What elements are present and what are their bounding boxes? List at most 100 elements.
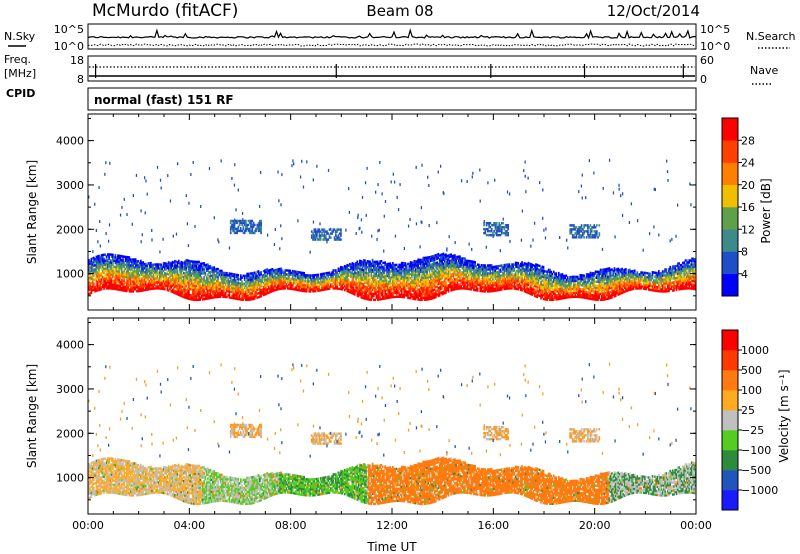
power-cell — [164, 266, 166, 269]
power-cell — [224, 287, 227, 291]
power-cell — [405, 280, 408, 283]
power-cell — [517, 286, 520, 289]
power-cell — [313, 274, 316, 277]
power-cell — [276, 288, 279, 291]
power-cell — [435, 285, 437, 289]
power-cell — [332, 285, 335, 288]
power-cell — [90, 289, 93, 293]
power-cell — [400, 269, 403, 273]
power-cell — [200, 272, 203, 275]
power-cell — [215, 273, 218, 277]
power-cell — [409, 261, 412, 264]
power-cell — [508, 287, 511, 290]
power-cell — [110, 259, 113, 262]
power-cell — [549, 296, 551, 300]
power-cell — [185, 262, 188, 266]
power-cell — [118, 286, 121, 289]
power-cell — [284, 271, 286, 274]
power-cell — [305, 288, 308, 291]
power-cell — [191, 276, 194, 279]
power-cell — [376, 264, 379, 267]
power-cell — [478, 281, 480, 285]
power-cell — [152, 271, 155, 274]
power-cell — [531, 293, 533, 296]
power-cell — [176, 283, 179, 286]
power-cell — [196, 270, 199, 274]
power-cell — [237, 273, 240, 277]
power-cell — [374, 286, 376, 290]
power-cell — [362, 263, 365, 266]
power-cell — [385, 275, 388, 278]
power-cell — [99, 258, 102, 261]
power-cell — [478, 277, 480, 281]
power-cell — [117, 270, 119, 273]
power-cell — [114, 265, 117, 269]
power-cell — [191, 260, 194, 263]
power-cell — [516, 275, 518, 279]
power-cell — [141, 271, 143, 274]
power-cell — [359, 293, 361, 296]
power-cell — [188, 271, 190, 275]
power-cell — [179, 276, 181, 279]
power-cell — [278, 275, 280, 279]
power-cell — [108, 277, 110, 280]
power-cell — [447, 266, 450, 269]
power-cell — [115, 272, 118, 275]
power-cell — [194, 290, 197, 294]
power-cell — [169, 267, 171, 271]
power-cell — [122, 257, 124, 260]
power-cell — [100, 258, 103, 261]
power-cell — [297, 282, 299, 286]
power-cell — [403, 276, 406, 279]
power-cell — [371, 260, 374, 264]
power-cell — [234, 289, 237, 292]
power-cell — [300, 281, 303, 284]
power-cell — [109, 279, 112, 282]
power-cell — [160, 277, 162, 280]
power-cell — [169, 283, 171, 287]
power-cell — [500, 280, 503, 283]
power-cell — [381, 295, 384, 299]
power-cell — [523, 268, 526, 271]
power-cell — [389, 270, 392, 273]
power-cell — [238, 294, 241, 297]
power-cell — [199, 266, 202, 269]
power-cell — [408, 292, 411, 296]
power-cell — [457, 255, 460, 258]
power-cell — [202, 290, 204, 293]
power-cell — [118, 282, 121, 285]
power-cell — [207, 285, 209, 288]
power-cell — [98, 278, 100, 282]
power-cell — [394, 277, 397, 281]
power-cell — [547, 268, 550, 272]
power-cell — [224, 295, 227, 299]
power-cell — [202, 282, 204, 285]
power-cell — [288, 273, 290, 276]
power-cell — [533, 266, 536, 270]
power-cell — [465, 287, 468, 290]
power-cell — [511, 283, 513, 286]
power-cell — [428, 256, 431, 259]
power-cell — [552, 298, 555, 301]
power-cell — [283, 275, 285, 278]
power-cell — [104, 273, 107, 276]
power-cell — [431, 289, 433, 292]
power-cell — [96, 265, 99, 268]
power-cell — [293, 274, 295, 277]
power-cell — [507, 267, 509, 270]
power-cell — [369, 264, 371, 267]
power-cell — [383, 273, 385, 276]
power-cell — [530, 290, 532, 294]
power-cell — [340, 267, 342, 271]
power-cell — [388, 266, 390, 269]
power-cell — [490, 264, 493, 267]
power-cell — [462, 269, 465, 272]
power-cell — [531, 291, 533, 294]
power-cell — [95, 271, 98, 275]
power-cell — [243, 284, 246, 288]
power-cell — [338, 281, 341, 285]
power-cell — [484, 276, 487, 279]
power-cell — [171, 282, 174, 286]
power-cell — [525, 272, 527, 276]
power-cell — [347, 284, 350, 287]
